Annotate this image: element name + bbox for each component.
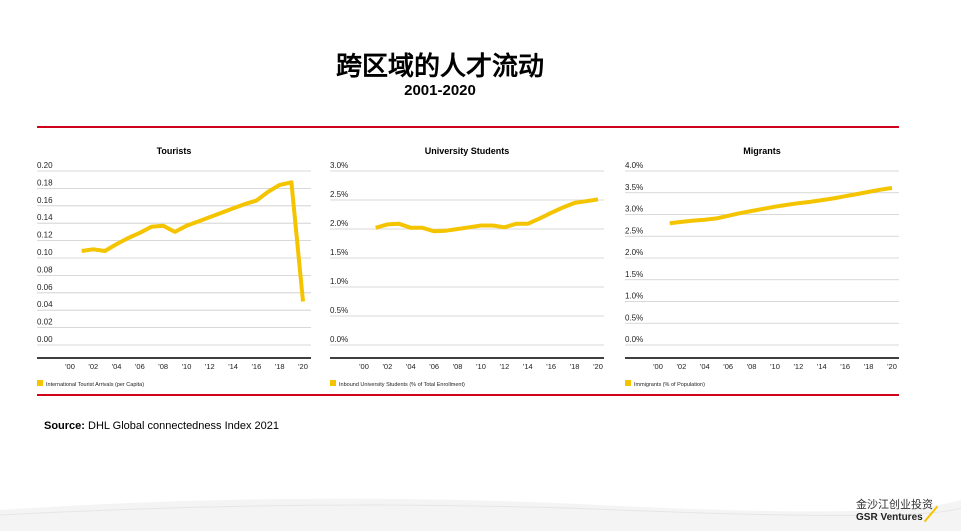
source-note: Source: DHL Global connectedness Index 2… [44,420,279,432]
y-tick-label: 3.0% [330,161,348,170]
y-tick-label: 4.0% [625,161,643,170]
chart-title: Migrants [743,146,781,156]
y-tick-label: 3.5% [625,183,643,192]
y-tick-label: 0.12 [37,231,53,240]
y-tick-label: 0.14 [37,213,53,222]
y-tick-label: 2.5% [625,226,643,235]
x-tick-label: '14 [523,362,533,371]
x-tick-label: '20 [887,362,897,371]
y-tick-label: 0.04 [37,300,53,309]
source-text: DHL Global connectedness Index 2021 [88,420,280,432]
series-line [669,186,893,226]
legend-swatch [37,380,43,386]
x-tick-label: '08 [747,362,757,371]
x-tick-label: '16 [840,362,850,371]
x-tick-label: '06 [135,362,145,371]
x-tick-label: '10 [476,362,486,371]
x-tick-label: '14 [817,362,827,371]
y-tick-label: 0.08 [37,265,53,274]
x-tick-label: '06 [429,362,439,371]
y-tick-label: 1.0% [625,292,643,301]
x-tick-label: '10 [770,362,780,371]
x-tick-label: '18 [275,362,285,371]
y-tick-label: 0.02 [37,318,53,327]
x-tick-label: '16 [546,362,556,371]
chart-title: University Students [425,146,510,156]
y-tick-label: 2.5% [330,190,348,199]
decorative-wave [0,498,961,531]
y-tick-label: 2.0% [330,219,348,228]
y-tick-label: 0.18 [37,178,53,187]
x-tick-label: '02 [88,362,98,371]
y-tick-label: 0.5% [625,313,643,322]
y-tick-label: 2.0% [625,248,643,257]
x-tick-label: '00 [65,362,75,371]
x-tick-label: '20 [593,362,603,371]
gsr-logo: 金沙江创业投资 GSR Ventures [856,496,956,523]
x-tick-label: '00 [359,362,369,371]
y-tick-label: 0.06 [37,283,53,292]
y-tick-label: 3.0% [625,205,643,214]
y-tick-label: 1.0% [330,277,348,286]
x-tick-label: '14 [228,362,238,371]
y-tick-label: 0.00 [37,335,53,344]
page-title: 跨区域的人才流动 [335,52,544,82]
x-tick-label: '00 [653,362,663,371]
x-tick-label: '18 [864,362,874,371]
y-tick-label: 0.20 [37,161,53,170]
x-tick-label: '20 [298,362,308,371]
legend-swatch [330,380,336,386]
chart-title: Tourists [157,146,192,156]
x-tick-label: '08 [453,362,463,371]
x-tick-label: '08 [158,362,168,371]
logo-en: GSR Ventures [856,512,923,523]
x-tick-label: '04 [406,362,416,371]
y-tick-label: 0.0% [625,335,643,344]
x-tick-label: '06 [723,362,733,371]
x-tick-label: '12 [500,362,510,371]
x-tick-label: '04 [112,362,122,371]
y-tick-label: 1.5% [625,270,643,279]
y-tick-label: 0.10 [37,248,53,257]
y-tick-label: 0.16 [37,196,53,205]
y-tick-label: 1.5% [330,248,348,257]
x-tick-label: '02 [677,362,687,371]
series-line [375,197,599,234]
series-line [81,180,305,302]
source-label: Source: [44,420,85,432]
x-tick-label: '18 [570,362,580,371]
x-tick-label: '16 [252,362,262,371]
logo-cn: 金沙江创业投资 [856,498,933,511]
legend-label: International Tourist Arrivals (per Capi… [46,382,144,388]
y-tick-label: 0.5% [330,306,348,315]
legend-label: Inbound University Students (% of Total … [339,382,465,388]
legend-label: Immigrants (% of Population) [634,382,705,388]
x-tick-label: '12 [794,362,804,371]
x-tick-label: '10 [182,362,192,371]
x-tick-label: '02 [383,362,393,371]
x-tick-label: '04 [700,362,710,371]
y-tick-label: 0.0% [330,335,348,344]
x-tick-label: '12 [205,362,215,371]
legend-swatch [625,380,631,386]
page-subtitle: 2001-2020 [404,82,476,99]
